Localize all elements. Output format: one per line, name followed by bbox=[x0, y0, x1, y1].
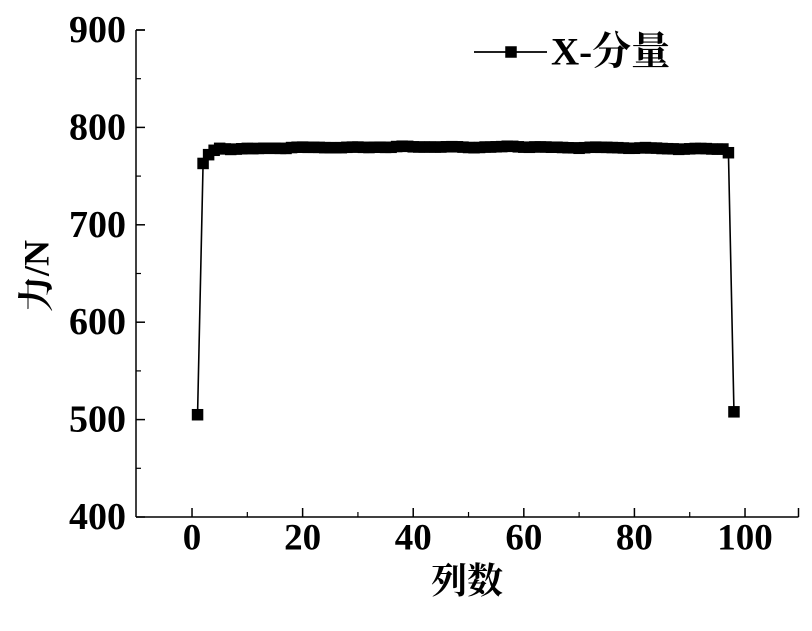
svg-text:40: 40 bbox=[395, 518, 432, 559]
svg-text:20: 20 bbox=[284, 518, 321, 559]
svg-text:900: 900 bbox=[69, 9, 126, 51]
svg-text:800: 800 bbox=[69, 106, 126, 148]
svg-text:X-分量: X-分量 bbox=[551, 31, 670, 74]
svg-text:400: 400 bbox=[69, 496, 126, 538]
svg-text:列数: 列数 bbox=[431, 561, 503, 601]
svg-text:700: 700 bbox=[69, 204, 126, 246]
svg-text:0: 0 bbox=[183, 518, 202, 559]
svg-text:力/N: 力/N bbox=[16, 240, 56, 312]
svg-text:60: 60 bbox=[505, 518, 542, 559]
svg-text:600: 600 bbox=[69, 301, 126, 343]
svg-text:500: 500 bbox=[69, 399, 126, 441]
svg-text:80: 80 bbox=[616, 518, 653, 559]
svg-text:100: 100 bbox=[717, 518, 773, 559]
